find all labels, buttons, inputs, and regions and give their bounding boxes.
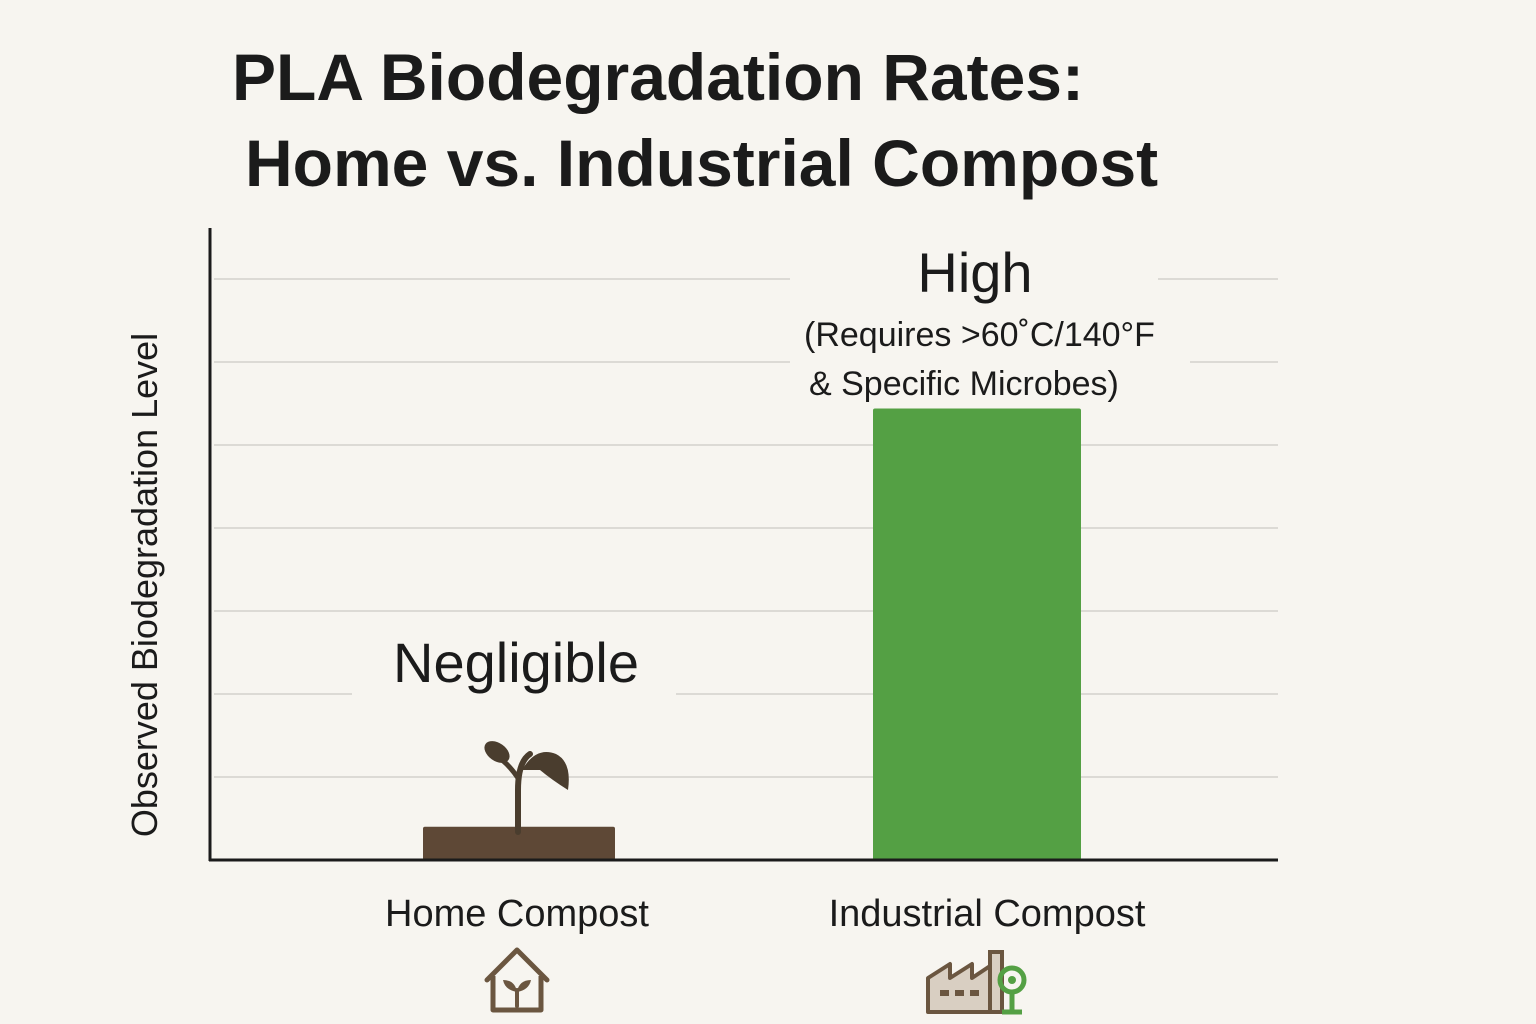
chart-title-line-1: PLA Biodegradation Rates: <box>232 40 1084 114</box>
bars <box>423 408 1081 860</box>
gridlines <box>214 278 1278 778</box>
house-with-sprout-icon <box>484 947 550 1013</box>
bar-industrial-compost <box>873 408 1081 860</box>
y-axis-label: Observed Biodegradation Level <box>124 333 165 837</box>
chart-title-line-2: Home vs. Industrial Compost <box>245 126 1159 200</box>
x-tick-label-industrial-compost: Industrial Compost <box>829 893 1146 935</box>
x-tick-label-home-compost: Home Compost <box>385 893 649 935</box>
bar-home-compost <box>423 826 615 860</box>
value-label-industrial-compost: High <box>917 241 1032 304</box>
factory-with-leaf-icon <box>926 950 1027 1015</box>
sprout-icon <box>484 741 569 835</box>
annotation-line-1: (Requires >60˚C/140°F <box>804 316 1155 354</box>
annotation-line-2: & Specific Microbes) <box>809 365 1119 403</box>
value-label-home-compost: Negligible <box>393 631 639 694</box>
